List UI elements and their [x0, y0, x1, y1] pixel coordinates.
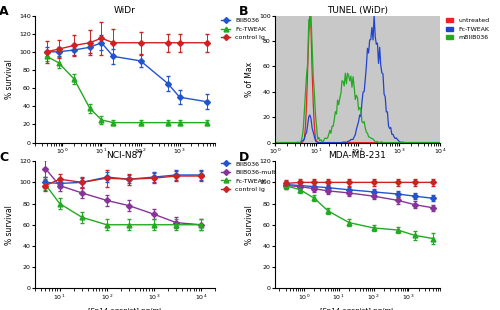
Text: D: D	[238, 151, 249, 164]
Y-axis label: % survival: % survival	[4, 59, 14, 99]
Y-axis label: % survival: % survival	[4, 205, 14, 245]
Text: C: C	[0, 151, 8, 164]
Text: B: B	[238, 5, 248, 18]
X-axis label: [Fn14 agonist] ng/mL: [Fn14 agonist] ng/mL	[320, 307, 395, 310]
Title: NCI-N87: NCI-N87	[106, 151, 144, 160]
X-axis label: FL1-H: FL1-H	[348, 162, 368, 168]
Title: MDA-MB-231: MDA-MB-231	[328, 151, 386, 160]
Text: A: A	[0, 5, 8, 18]
Legend: untreated, Fc-TWEAK, mBIIB036: untreated, Fc-TWEAK, mBIIB036	[444, 16, 492, 43]
Title: WiDr: WiDr	[114, 6, 136, 15]
Y-axis label: % of Max: % of Max	[244, 61, 254, 97]
X-axis label: [Fn14 agonist] ng/mL: [Fn14 agonist] ng/mL	[88, 162, 162, 168]
Legend: BIIB036, Fc-TWEAK, control Ig: BIIB036, Fc-TWEAK, control Ig	[218, 16, 269, 43]
X-axis label: [Fn14 agonist] ng/mL: [Fn14 agonist] ng/mL	[88, 307, 162, 310]
Y-axis label: % survival: % survival	[244, 205, 254, 245]
Title: TUNEL (WiDr): TUNEL (WiDr)	[327, 6, 388, 15]
Legend: BIIB036, BIIB036-multimer, Fc-TWEAK, control Ig: BIIB036, BIIB036-multimer, Fc-TWEAK, con…	[218, 159, 293, 195]
